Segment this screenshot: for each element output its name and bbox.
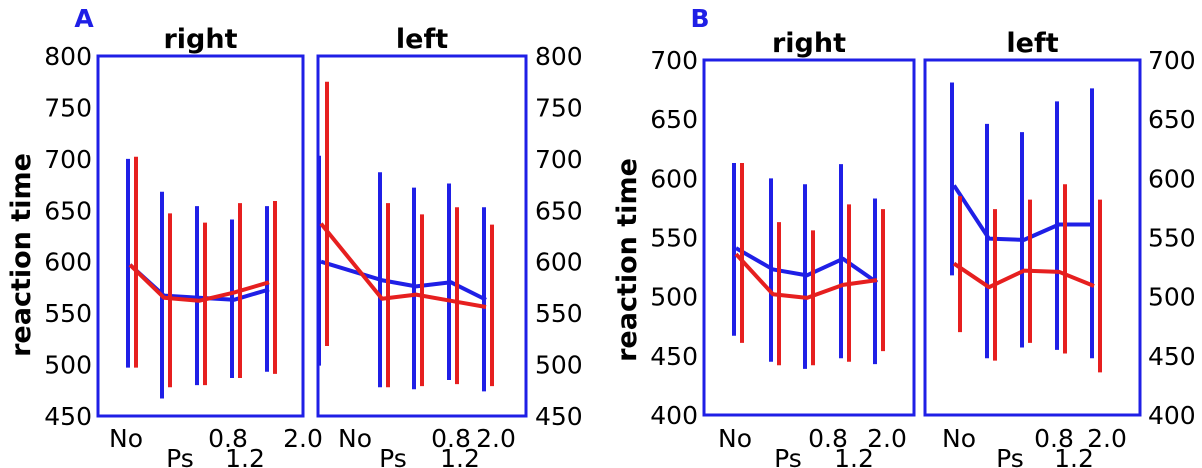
x-tick-label-lower: 1.2 bbox=[440, 444, 480, 468]
y-tick-label-right: 500 bbox=[1148, 283, 1196, 312]
x-tick-label: 0.8 bbox=[431, 424, 471, 453]
series-line-red bbox=[952, 261, 1095, 290]
series-line-blue bbox=[735, 246, 879, 285]
x-tick-label: 0.8 bbox=[808, 424, 848, 453]
x-tick-label-lower: Ps bbox=[166, 444, 194, 468]
x-tick-label: 2.0 bbox=[283, 424, 323, 453]
panel-frame bbox=[923, 58, 1142, 417]
y-tick-label-right: 750 bbox=[535, 93, 583, 122]
y-tick-label-right: 650 bbox=[535, 196, 583, 225]
x-tick-label: 2.0 bbox=[1087, 424, 1127, 453]
y-tick-label-right: 400 bbox=[1148, 401, 1196, 430]
panel-title: right bbox=[163, 24, 237, 55]
y-tick-label-right: 700 bbox=[535, 145, 583, 174]
x-tick-label: 0.8 bbox=[1034, 424, 1074, 453]
y-tick-label-right: 550 bbox=[1148, 224, 1196, 253]
x-tick-label-lower: 1.2 bbox=[1054, 444, 1094, 468]
series-line-red bbox=[128, 263, 270, 303]
x-tick-label: No bbox=[942, 424, 976, 453]
y-tick-label-left: 400 bbox=[650, 401, 698, 430]
x-tick-label-lower: Ps bbox=[379, 444, 407, 468]
x-tick-label-lower: 1.2 bbox=[834, 444, 874, 468]
series-line-blue bbox=[952, 184, 1094, 242]
panel-letter: A bbox=[74, 4, 94, 33]
y-tick-label-left: 600 bbox=[650, 164, 698, 193]
x-tick-label-lower: Ps bbox=[996, 444, 1024, 468]
y-tick-label-left: 550 bbox=[650, 224, 698, 253]
series-line-blue bbox=[320, 259, 487, 302]
panel-frame bbox=[96, 54, 305, 418]
y-tick-label-left: 700 bbox=[650, 46, 698, 75]
y-tick-label-right: 550 bbox=[535, 299, 583, 328]
y-tick-label-left: 700 bbox=[44, 145, 92, 174]
y-tick-label-right: 700 bbox=[1148, 46, 1196, 75]
y-tick-label-left: 800 bbox=[44, 42, 92, 71]
panel-letter: B bbox=[690, 4, 709, 33]
x-tick-label: 0.8 bbox=[208, 424, 248, 453]
y-tick-label-left: 650 bbox=[44, 196, 92, 225]
y-tick-label-right: 500 bbox=[535, 351, 583, 380]
y-tick-label-right: 600 bbox=[535, 248, 583, 277]
series-line-red bbox=[734, 252, 878, 300]
x-tick-label-lower: Ps bbox=[774, 444, 802, 468]
x-tick-label: 2.0 bbox=[476, 424, 516, 453]
y-tick-label-left: 500 bbox=[44, 351, 92, 380]
y-tick-label-left: 750 bbox=[44, 93, 92, 122]
y-tick-label-right: 650 bbox=[1148, 105, 1196, 134]
y-tick-label-right: 800 bbox=[535, 42, 583, 71]
x-tick-label: 2.0 bbox=[867, 424, 907, 453]
panel-title: left bbox=[1006, 28, 1058, 59]
y-tick-label-left: 550 bbox=[44, 299, 92, 328]
x-tick-label: No bbox=[109, 424, 143, 453]
x-tick-label: No bbox=[338, 424, 372, 453]
y-tick-label-left: 650 bbox=[650, 105, 698, 134]
y-axis-label: reaction time bbox=[6, 153, 37, 357]
panel-title: right bbox=[772, 28, 846, 59]
y-tick-label-left: 450 bbox=[44, 402, 92, 431]
panel-frame bbox=[702, 58, 916, 417]
y-tick-label-right: 450 bbox=[1148, 342, 1196, 371]
x-tick-label-lower: 1.2 bbox=[225, 444, 265, 468]
y-tick-label-left: 600 bbox=[44, 248, 92, 277]
y-tick-label-right: 450 bbox=[535, 402, 583, 431]
y-axis-label: reaction time bbox=[612, 158, 643, 362]
series-line-red bbox=[319, 222, 487, 309]
y-tick-label-left: 450 bbox=[650, 342, 698, 371]
y-tick-label-left: 500 bbox=[650, 283, 698, 312]
panel-title: left bbox=[396, 24, 448, 55]
x-tick-label: No bbox=[718, 424, 752, 453]
y-tick-label-right: 600 bbox=[1148, 164, 1196, 193]
